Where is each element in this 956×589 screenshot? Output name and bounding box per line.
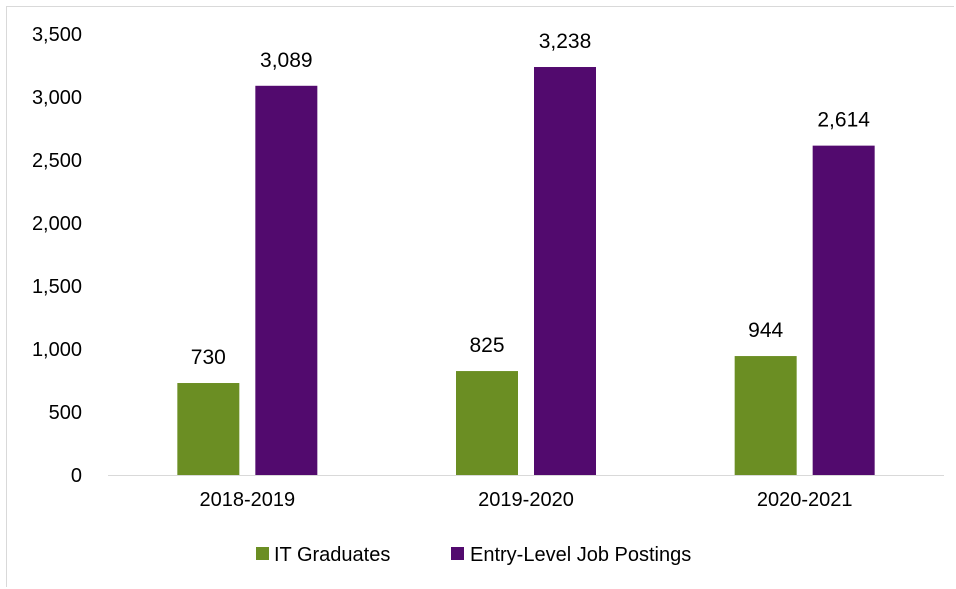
legend-swatch — [256, 547, 269, 560]
legend: IT Graduates Entry-Level Job Postings — [256, 544, 691, 566]
data-labels: 730 3,089 825 3,238 944 2,614 — [191, 30, 870, 369]
legend-swatch — [451, 547, 464, 560]
x-tick-label: 2020-2021 — [757, 489, 853, 511]
chart-frame — [6, 6, 954, 587]
y-tick-label: 500 — [49, 402, 82, 424]
y-tick-label: 0 — [71, 465, 82, 487]
data-label: 3,238 — [539, 30, 592, 53]
legend-label: IT Graduates — [274, 544, 390, 566]
x-axis: 2018-2019 2019-2020 2020-2021 — [108, 475, 944, 511]
y-tick-label: 3,000 — [32, 87, 82, 109]
data-label: 2,614 — [817, 109, 870, 132]
y-axis: 0 500 1,000 1,500 2,000 2,500 3,000 3,500 — [32, 24, 82, 487]
y-tick-label: 2,500 — [32, 150, 82, 172]
bars — [177, 67, 875, 476]
y-tick-label: 3,500 — [32, 24, 82, 46]
data-label: 944 — [748, 319, 783, 342]
y-tick-label: 2,000 — [32, 213, 82, 235]
data-label: 730 — [191, 346, 226, 369]
bar-it-graduates — [456, 371, 518, 475]
y-tick-label: 1,500 — [32, 276, 82, 298]
x-tick-label: 2019-2020 — [478, 489, 574, 511]
x-tick-label: 2018-2019 — [200, 489, 296, 511]
y-tick-label: 1,000 — [32, 339, 82, 361]
bar-job-postings — [812, 145, 875, 476]
legend-label: Entry-Level Job Postings — [470, 544, 691, 566]
data-label: 3,089 — [260, 49, 313, 72]
bar-job-postings — [534, 67, 596, 476]
bar-it-graduates — [734, 356, 797, 475]
data-label: 825 — [469, 334, 504, 357]
bar-job-postings — [255, 85, 318, 475]
bar-it-graduates — [177, 383, 240, 475]
